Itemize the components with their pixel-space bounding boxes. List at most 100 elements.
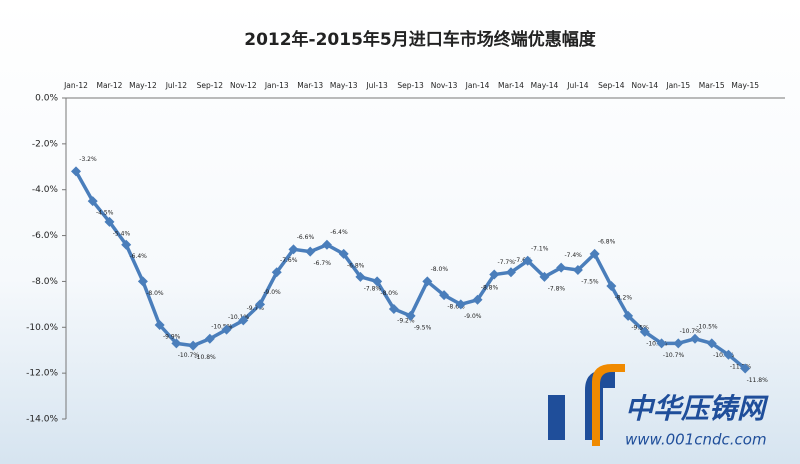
x-tick-label: Sep-13 [397,81,424,90]
data-label: -7.6% [280,257,298,264]
marker [539,271,550,282]
marker [372,276,383,287]
data-label: -8.0% [380,290,398,297]
marker [690,333,701,344]
data-label: -11.8% [747,377,769,384]
data-label: -6.8% [347,262,365,269]
data-label: -9.0% [263,289,281,296]
marker [255,299,266,310]
data-label: -6.8% [598,238,616,245]
y-tick-label: -2.0% [32,139,59,149]
data-label: -5.4% [113,230,131,237]
x-tick-label: Jan-14 [465,81,490,90]
y-tick-label: -12.0% [26,369,58,379]
data-label: -6.4% [129,253,147,260]
x-tick-label: Sep-14 [598,81,625,90]
marker [556,262,567,273]
data-label: -9.7% [247,305,265,312]
data-label: -10.7% [680,328,702,335]
data-label: -7.4% [564,252,582,259]
y-tick-label: -8.0% [32,277,59,287]
marker [355,271,366,282]
marker [656,338,667,349]
marker [639,326,650,337]
data-label: -8.8% [481,284,499,291]
marker [171,338,182,349]
x-tick-label: May-15 [731,81,759,90]
marker [405,310,416,321]
x-tick-label: Mar-14 [498,81,524,90]
data-label: -10.5% [211,323,233,330]
marker [238,315,249,326]
marker [522,255,533,266]
data-label: -11.2% [730,363,752,370]
marker [606,281,617,292]
marker [121,239,132,250]
x-tick-label: Sep-12 [197,81,224,90]
x-tick-label: Jan-13 [264,81,289,90]
y-tick-label: -10.0% [26,323,58,333]
data-label: -9.5% [631,324,649,331]
y-tick-label: -4.0% [32,185,59,195]
data-label: -9.2% [397,317,415,324]
data-label: -10.7% [663,352,685,359]
x-tick-label: May-14 [531,81,559,90]
data-label: -9.9% [163,333,181,340]
marker [204,333,215,344]
marker [489,269,500,280]
x-tick-label: Mar-15 [699,81,725,90]
data-label: -7.8% [548,285,566,292]
marker [505,267,516,278]
marker [221,324,232,335]
data-label: -8.6% [447,304,465,311]
marker [623,310,634,321]
marker [71,166,81,177]
data-label: -7.6% [514,257,532,264]
marker [338,248,349,259]
x-tick-label: May-13 [330,81,358,90]
marker [572,264,583,275]
marker [87,196,98,207]
x-tick-label: Mar-12 [96,81,122,90]
marker [673,338,684,349]
data-label: -9.0% [464,313,482,320]
data-label: -7.7% [498,259,516,266]
data-label: -10.7% [178,352,200,359]
marker [439,290,450,301]
x-tick-label: Mar-13 [297,81,323,90]
watermark-url: www.001cndc.com [625,431,767,449]
data-label: -6.4% [330,229,348,236]
data-label: -8.2% [615,295,633,302]
marker [455,299,466,310]
data-label: -4.5% [96,210,114,217]
x-tick-label: Nov-12 [230,81,257,90]
data-label: -6.7% [314,260,332,267]
marker [321,239,332,250]
marker [723,349,734,360]
marker [589,248,600,259]
marker [305,246,316,257]
y-tick-label: -14.0% [26,415,58,425]
marker [271,267,282,278]
data-label: -8.0% [431,266,449,273]
y-tick-label: 0.0% [35,94,58,104]
x-tick-label: Jan-12 [63,81,88,90]
data-label: -6.6% [297,234,315,241]
watermark-name: 中华压铸网 [625,392,769,425]
data-label: -10.1% [228,314,250,321]
x-tick-label: Jul-12 [165,81,188,90]
logo [592,364,625,446]
data-label: -10.5% [696,323,718,330]
marker [422,276,433,287]
marker [740,363,751,374]
x-tick-label: Nov-14 [631,81,658,90]
x-tick-label: May-12 [129,81,157,90]
watermark: 中华压铸网 www.001cndc.com [548,364,769,449]
chart-title: 2012年-2015年5月进口车市场终端优惠幅度 [244,29,597,50]
data-label: -7.8% [364,285,382,292]
marker [137,276,148,287]
x-tick-label: Jul-14 [566,81,589,90]
x-tick-label: Jan-15 [665,81,690,90]
